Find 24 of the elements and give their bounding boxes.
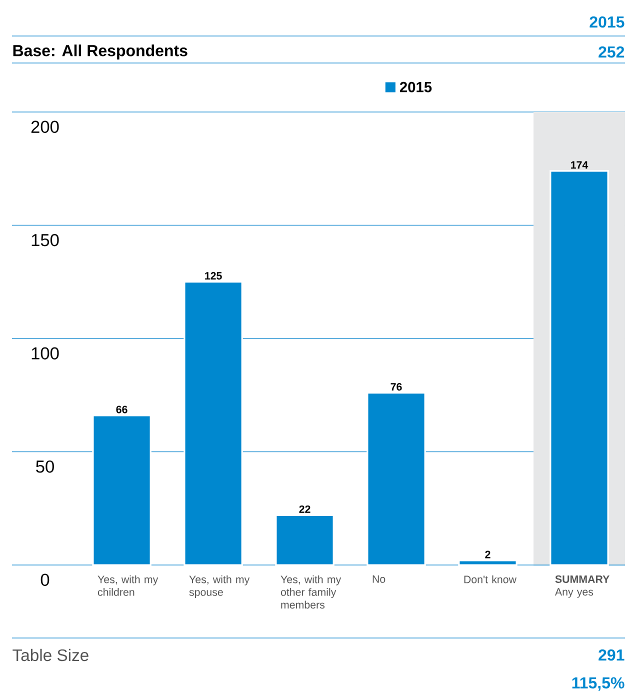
y-tick-label: 0 [40,574,50,586]
data-label: 2 [485,550,490,558]
data-label: 125 [205,272,222,280]
y-tick-label: 200 [31,120,59,133]
data-label: 66 [116,406,128,414]
x-tick-label: Yes, with my children [98,575,158,596]
data-label: 22 [299,505,310,513]
text: 2015 [590,16,624,28]
data-label: 174 [571,161,588,169]
y-tick-label: 100 [32,347,59,360]
text: 252 [598,46,624,58]
text: Table Size [12,648,88,662]
y-tick-label: 50 [36,460,54,473]
text: Base: All Respondents [13,44,188,60]
x-tick-label: Yes, with my spouse [189,575,250,598]
x-tick-label: No [372,575,386,583]
data-label: 76 [390,383,402,391]
y-tick-label: 150 [32,234,59,246]
text: 291 [598,649,624,661]
x-tick-label: Yes, with my other family members [280,575,342,609]
x-tick-label: Don't know [464,575,517,584]
text: 115,5% [572,677,624,691]
x-tick-label: SUMMARY Any yes [554,575,610,598]
legend-label: 2015 [400,82,432,92]
